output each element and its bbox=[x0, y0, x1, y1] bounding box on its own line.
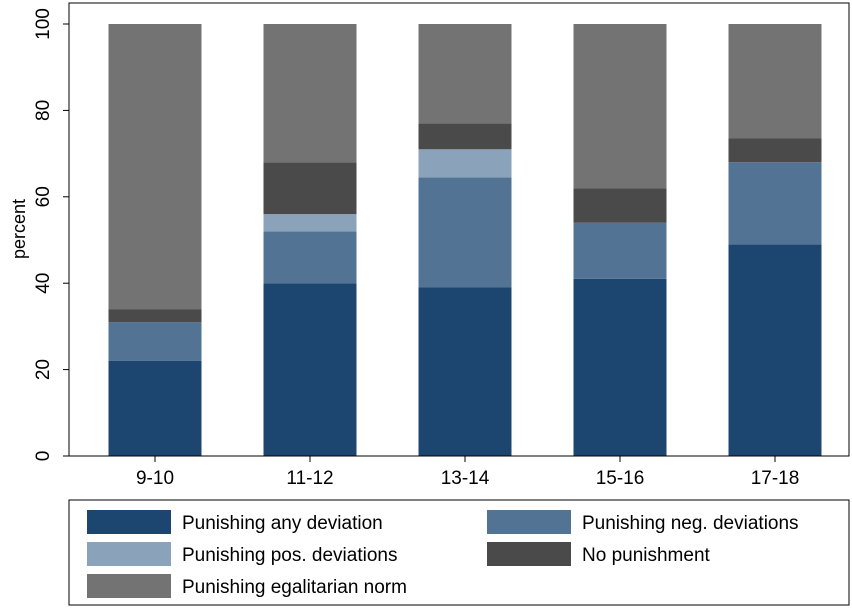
bar-segment bbox=[573, 278, 667, 456]
bar-segment bbox=[573, 24, 667, 189]
bar-segment bbox=[263, 214, 357, 232]
x-tick-label: 17-18 bbox=[751, 468, 800, 489]
legend-frame bbox=[68, 499, 850, 606]
bar-segment bbox=[418, 149, 512, 178]
bar-segment bbox=[108, 360, 202, 456]
bar-segment bbox=[418, 177, 512, 288]
bar-segment bbox=[108, 309, 202, 323]
legend: Punishing any deviation Punishing neg. de… bbox=[68, 499, 850, 606]
legend-label: Punishing any deviation bbox=[182, 513, 383, 534]
bar-segment bbox=[263, 231, 357, 284]
bar-segment bbox=[263, 283, 357, 456]
y-axis-title: percent bbox=[9, 199, 29, 259]
y-tick-label: 100 bbox=[33, 8, 54, 40]
legend-swatch bbox=[487, 542, 571, 566]
legend-label: No punishment bbox=[582, 545, 711, 566]
bar-segment bbox=[108, 322, 202, 361]
legend-swatch bbox=[87, 510, 171, 534]
legend-swatch bbox=[87, 574, 171, 598]
bar-segment bbox=[418, 123, 512, 150]
x-tick-label: 11-12 bbox=[286, 468, 333, 489]
x-tick-label: 15-16 bbox=[596, 468, 645, 489]
x-tick-label: 9-10 bbox=[136, 468, 174, 489]
x-tick-label: 13-14 bbox=[441, 468, 490, 489]
y-tick-label: 20 bbox=[33, 359, 54, 380]
y-tick-label: 40 bbox=[33, 273, 54, 294]
x-axis-ticks: 9-10 11-12 13-14 15-16 17-18 bbox=[136, 456, 799, 489]
bar-segment bbox=[728, 162, 822, 245]
bar-segment bbox=[418, 24, 512, 124]
bar-segment bbox=[418, 287, 512, 456]
y-tick-label: 0 bbox=[33, 451, 54, 462]
y-tick-label: 60 bbox=[33, 186, 54, 207]
bar-segment bbox=[108, 24, 202, 310]
bar-segment bbox=[728, 244, 822, 456]
y-axis-ticks: 0 20 40 60 80 100 bbox=[33, 8, 69, 461]
bar-segment bbox=[728, 24, 822, 139]
bar-segment bbox=[263, 162, 357, 215]
legend-label: Punishing egalitarian norm bbox=[182, 577, 407, 598]
legend-swatch bbox=[487, 510, 571, 534]
legend-label: Punishing neg. deviations bbox=[582, 513, 799, 534]
bar-segment bbox=[263, 24, 357, 163]
y-tick-label: 80 bbox=[33, 100, 54, 121]
bar-segment bbox=[573, 188, 667, 223]
bar-segment bbox=[573, 222, 667, 279]
legend-swatch bbox=[87, 542, 171, 566]
bars-layer bbox=[108, 24, 822, 456]
bar-segment bbox=[728, 138, 822, 163]
legend-label: Punishing pos. deviations bbox=[182, 545, 397, 566]
